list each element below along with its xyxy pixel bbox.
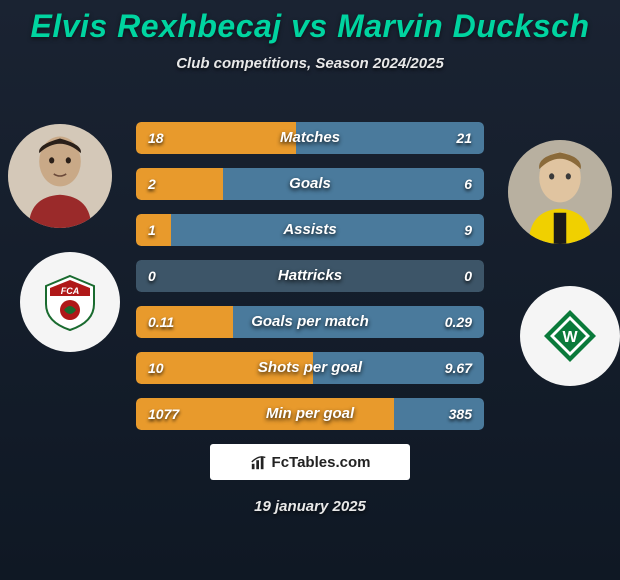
club-crest-icon: FCA — [40, 272, 100, 332]
stat-label: Assists — [136, 214, 484, 246]
stat-row: 1821Matches — [136, 122, 484, 154]
stat-row: 26Goals — [136, 168, 484, 200]
page-title: Elvis Rexhbecaj vs Marvin Ducksch — [0, 0, 620, 45]
bar-chart-icon — [250, 453, 268, 471]
stat-row: 19Assists — [136, 214, 484, 246]
player1-club-badge: FCA — [20, 252, 120, 352]
player2-club-badge: W — [520, 286, 620, 386]
stat-label: Goals per match — [136, 306, 484, 338]
svg-text:FCA: FCA — [61, 286, 80, 296]
player1-avatar — [8, 124, 112, 228]
stat-row: 1077385Min per goal — [136, 398, 484, 430]
person-icon — [8, 124, 112, 228]
stats-panel: 1821Matches 26Goals 19Assists 00Hattricks 0.… — [136, 122, 484, 444]
stat-label: Shots per goal — [136, 352, 484, 384]
stat-row: 109.67Shots per goal — [136, 352, 484, 384]
player2-avatar — [508, 140, 612, 244]
person-icon — [508, 140, 612, 244]
footer-date: 19 january 2025 — [0, 498, 620, 515]
stat-label: Hattricks — [136, 260, 484, 292]
stat-row: 0.110.29Goals per match — [136, 306, 484, 338]
stat-label: Goals — [136, 168, 484, 200]
comparison-card: Elvis Rexhbecaj vs Marvin Ducksch Club c… — [0, 0, 620, 580]
stat-row: 00Hattricks — [136, 260, 484, 292]
svg-text:W: W — [562, 329, 578, 346]
brand-badge: FcTables.com — [210, 444, 410, 480]
club-crest-icon: W — [540, 306, 600, 366]
brand-text: FcTables.com — [272, 454, 371, 471]
stat-label: Min per goal — [136, 398, 484, 430]
stat-label: Matches — [136, 122, 484, 154]
subtitle: Club competitions, Season 2024/2025 — [0, 55, 620, 72]
